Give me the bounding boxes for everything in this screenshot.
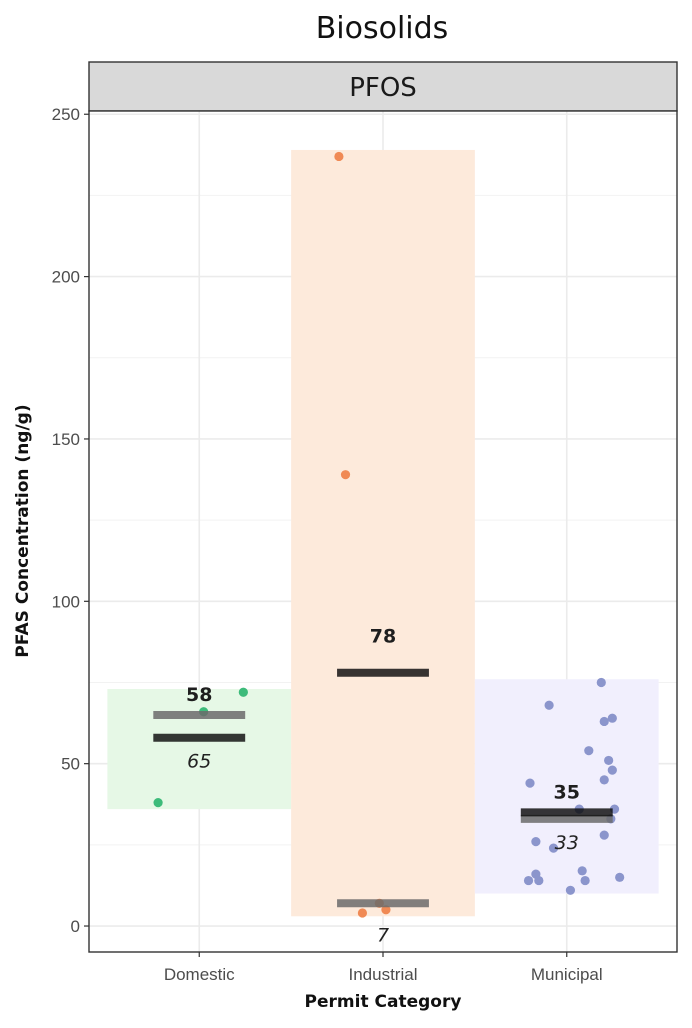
y-tick-label: 250 [52, 105, 80, 124]
y-axis: 0 50 100 150 200 250 [52, 105, 89, 936]
data-point [565, 885, 576, 895]
x-tick-label: Industrial [349, 965, 418, 984]
data-point [525, 778, 535, 788]
y-tick-label: 100 [52, 592, 80, 611]
data-point [584, 746, 594, 756]
x-axis-title: Permit Category [305, 992, 462, 1012]
data-point [615, 872, 625, 882]
data-point [599, 716, 609, 727]
data-point [604, 755, 614, 766]
median-label-domestic: 65 [187, 751, 211, 773]
data-point [238, 687, 248, 697]
data-point [607, 765, 617, 775]
data-point [580, 875, 590, 886]
data-points [153, 151, 625, 918]
data-point [534, 875, 544, 886]
facet-label: PFOS [349, 73, 417, 103]
y-tick-label: 0 [71, 917, 80, 936]
data-point [577, 866, 587, 876]
summary-bars: 58 65 78 7 35 33 [153, 626, 613, 946]
data-point [531, 836, 541, 847]
x-axis: Domestic Industrial Municipal [164, 952, 603, 984]
data-point [523, 875, 534, 886]
range-band-domestic [107, 688, 292, 810]
chart-title: Biosolids [316, 11, 449, 46]
range-band-industrial [291, 149, 475, 917]
data-point [607, 713, 617, 723]
data-point [153, 798, 163, 808]
data-point [544, 700, 554, 710]
data-point [334, 151, 344, 162]
facet-strip [88, 61, 678, 112]
y-tick-label: 150 [52, 430, 80, 449]
data-point [381, 905, 391, 915]
data-point [596, 677, 606, 688]
data-point [548, 843, 559, 853]
mean-label-domestic: 58 [186, 684, 212, 706]
y-tick-label: 50 [61, 755, 80, 774]
y-axis-title: PFAS Concentration (ng/g) [13, 404, 33, 657]
mean-label-municipal: 35 [554, 781, 580, 803]
x-tick-label: Municipal [531, 965, 603, 984]
data-point [599, 830, 609, 840]
median-label-industrial: 7 [377, 924, 389, 946]
mean-label-industrial: 78 [370, 626, 396, 648]
y-tick-label: 200 [52, 268, 80, 287]
range-bands [107, 149, 659, 917]
data-point [357, 908, 368, 918]
range-band-municipal [474, 679, 659, 894]
data-point [340, 470, 351, 480]
x-tick-label: Domestic [164, 965, 235, 984]
data-point [599, 775, 609, 785]
median-label-municipal: 33 [555, 832, 579, 854]
